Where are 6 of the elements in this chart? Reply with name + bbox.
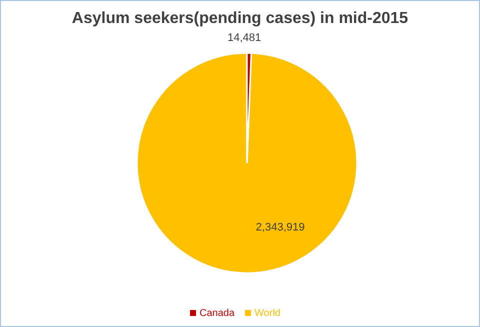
chart-title: Asylum seekers(pending cases) in mid-2015 xyxy=(70,10,410,28)
data-label: 2,343,919 xyxy=(256,221,305,234)
legend-label: Canada xyxy=(200,308,235,319)
data-label: 14,481 xyxy=(227,32,262,44)
legend-label: World xyxy=(254,308,280,319)
pie-slice xyxy=(136,52,358,274)
